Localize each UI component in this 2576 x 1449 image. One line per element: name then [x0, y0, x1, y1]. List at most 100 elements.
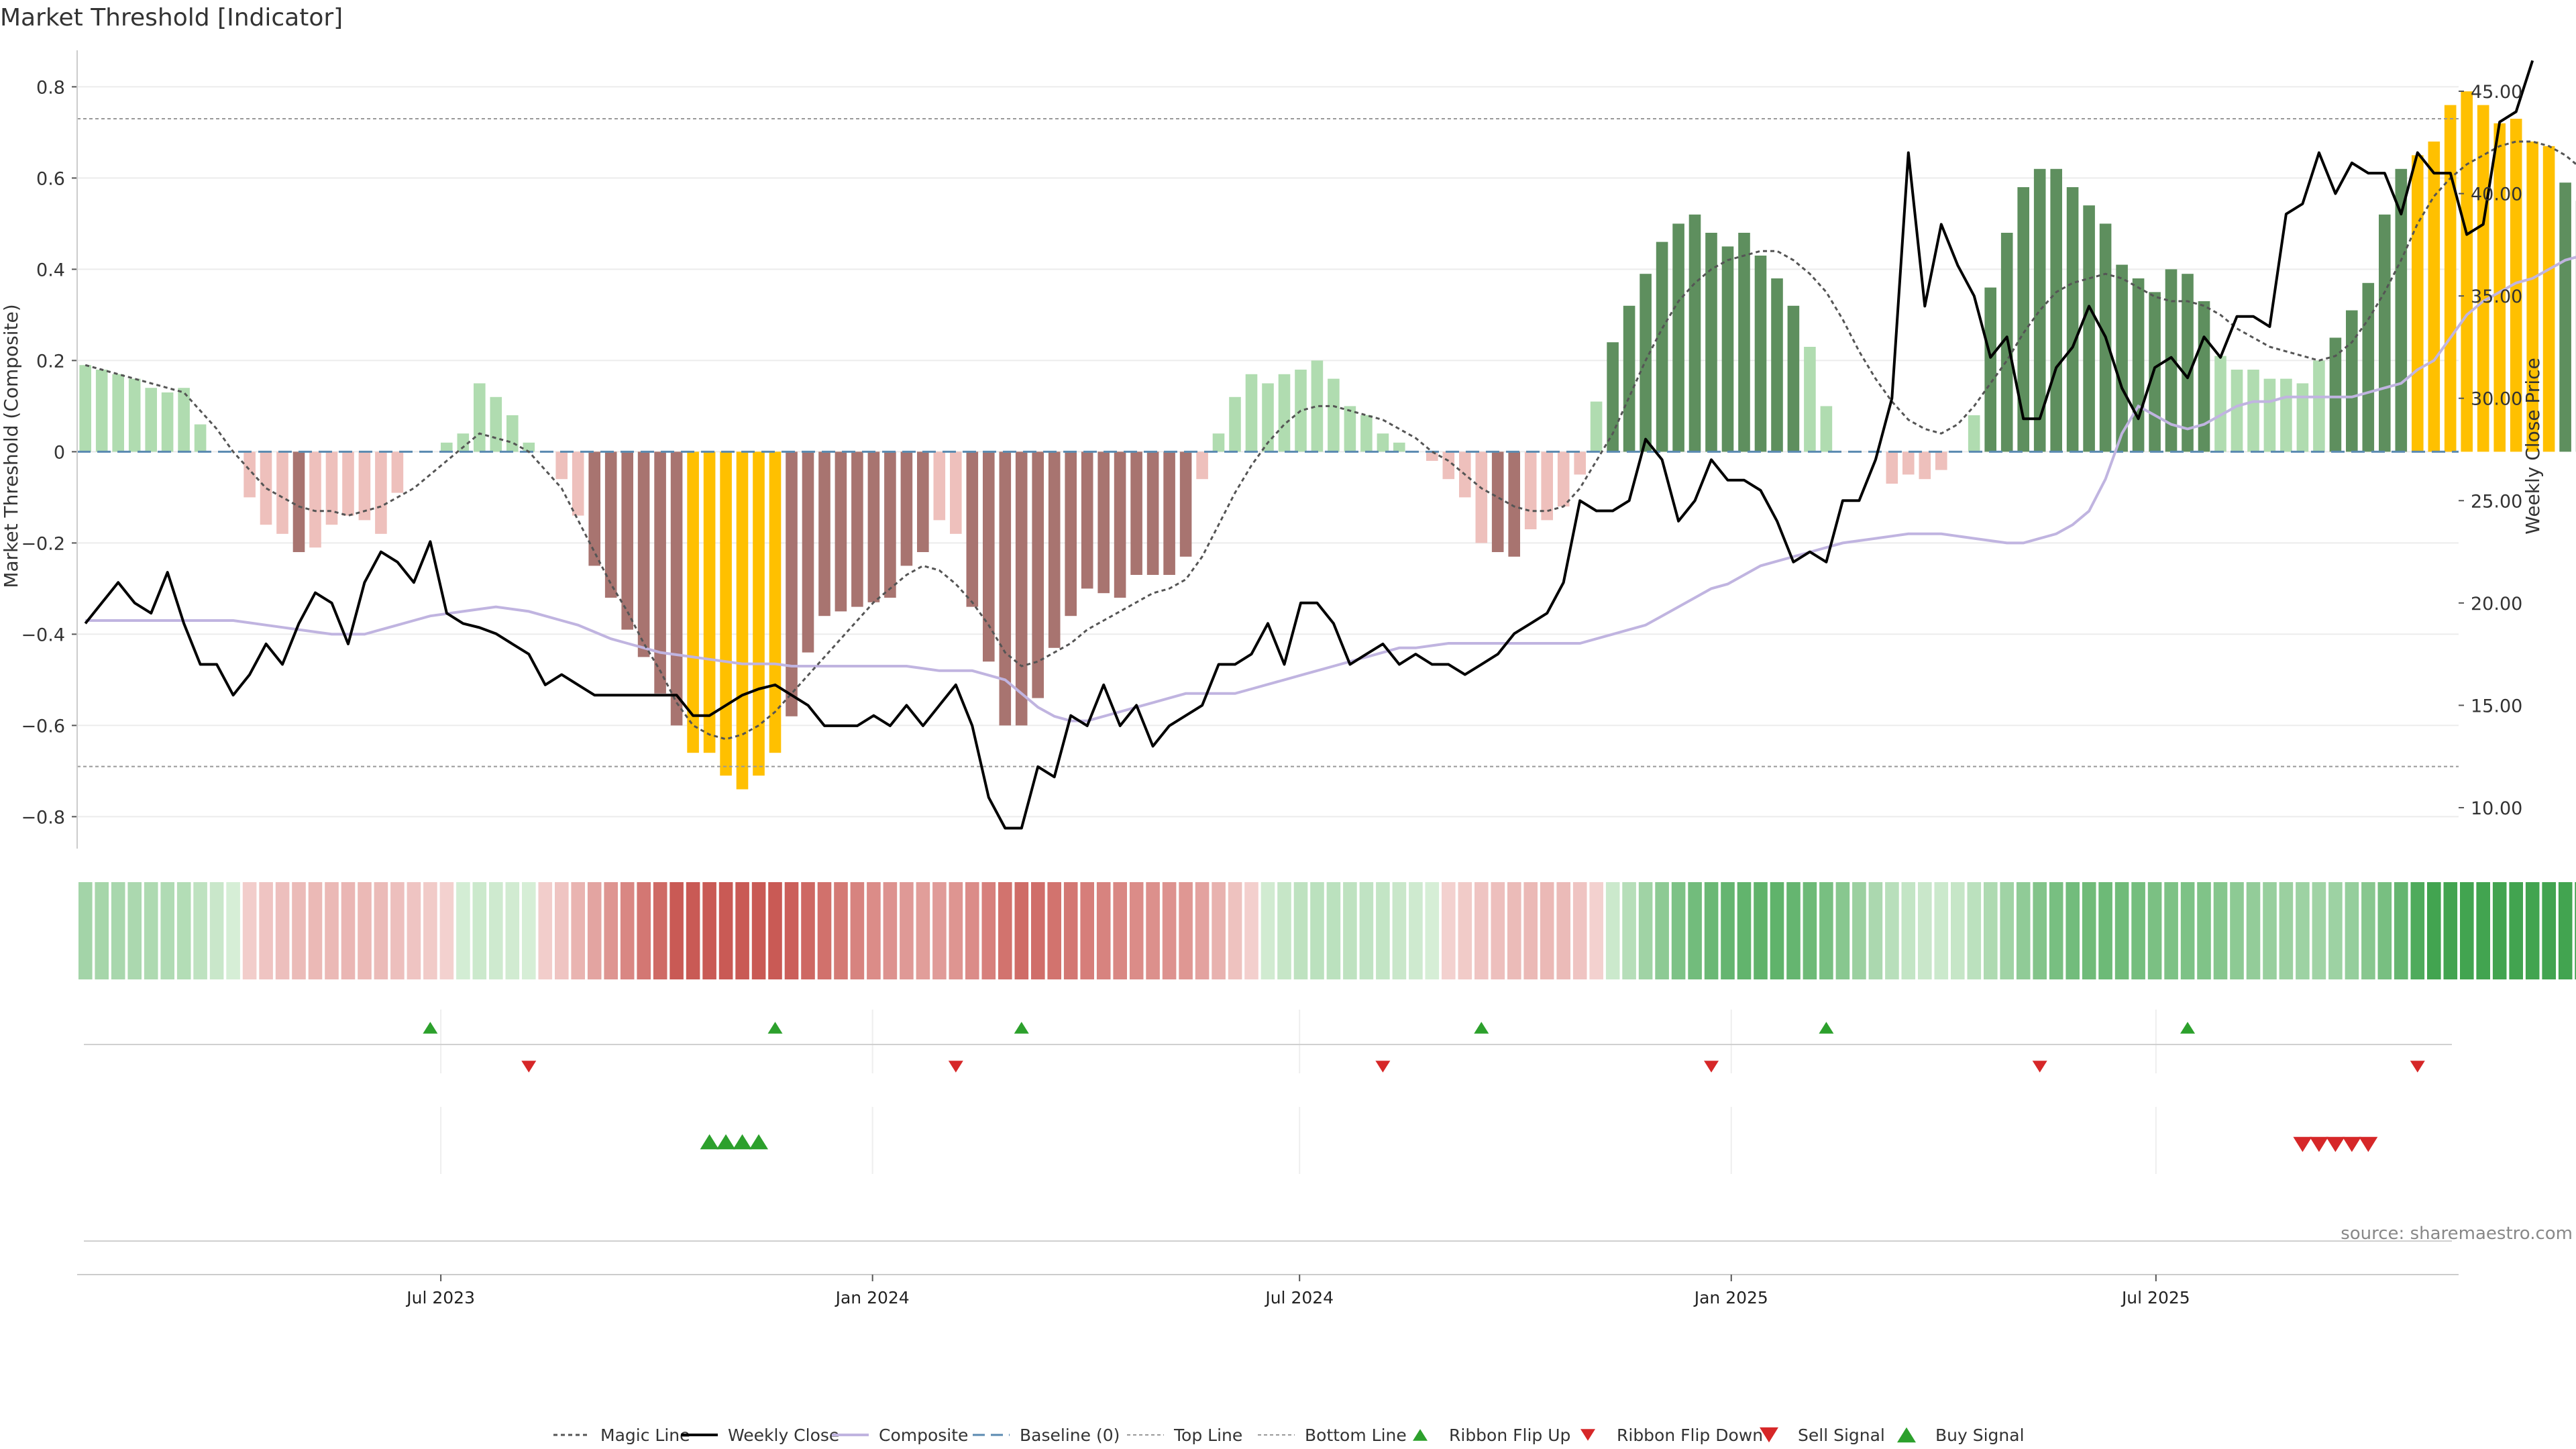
- composite-bar: [917, 451, 929, 552]
- ribbon-cell: [2114, 882, 2129, 979]
- composite-bar: [2280, 378, 2292, 452]
- legend-swatch: [1897, 1427, 1916, 1443]
- ribbon-cell: [1556, 882, 1570, 979]
- ribbon-cell: [2246, 882, 2261, 979]
- composite-bar: [1278, 374, 1291, 452]
- ribbon-cell: [1803, 882, 1817, 979]
- composite-bar: [194, 424, 207, 452]
- composite-bar: [1524, 451, 1537, 529]
- ribbon-cell: [1425, 882, 1440, 979]
- composite-bar: [145, 388, 157, 452]
- ribbon-cell: [784, 882, 799, 979]
- right-y-axis: 45.00 40.00 35.00 30.00 25.00 20.00 15.00 10.00: [2459, 82, 2522, 819]
- legend-label: Bottom Line: [1305, 1426, 1407, 1445]
- composite-bar: [1065, 451, 1077, 616]
- sell-signal-marker: [2359, 1136, 2378, 1152]
- legend-item: Baseline (0): [973, 1426, 1120, 1445]
- composite-bar: [966, 451, 979, 607]
- composite-bar: [2461, 91, 2473, 452]
- ribbon-cell: [965, 882, 979, 979]
- ribbon-cell: [1835, 882, 1850, 979]
- composite-bar: [1328, 378, 1340, 452]
- ribbon-cell: [1655, 882, 1669, 979]
- ribbon-cell: [735, 882, 749, 979]
- composite-bar: [1377, 433, 1389, 452]
- composite-bar: [703, 451, 716, 753]
- composite-bars: [79, 91, 2576, 790]
- ribbon-cell: [308, 882, 323, 979]
- sell-signal-marker: [2293, 1136, 2312, 1152]
- composite-bar: [1672, 223, 1684, 452]
- legend-item: Sell Signal: [1760, 1426, 1885, 1445]
- legend-label: Sell Signal: [1798, 1426, 1885, 1445]
- composite-bar: [1130, 451, 1142, 575]
- buy-signal-marker: [716, 1134, 736, 1150]
- composite-bar: [1820, 406, 1833, 452]
- composite-bar: [2379, 214, 2391, 452]
- ribbon-flip-down-marker: [1704, 1061, 1719, 1073]
- composite-bar: [1491, 451, 1504, 552]
- composite-bar: [1163, 451, 1175, 575]
- left-tick-label: −0.4: [21, 625, 65, 645]
- left-tick-label: 0.8: [36, 77, 65, 98]
- composite-bar: [474, 383, 486, 452]
- ribbon-cell: [505, 882, 520, 979]
- ribbon-cell: [538, 882, 553, 979]
- composite-bar: [1590, 401, 1603, 452]
- ribbon-flip-up-marker: [1819, 1022, 1834, 1034]
- ribbon-cell: [2460, 882, 2474, 979]
- right-tick-label: 10.00: [2471, 798, 2522, 819]
- ribbon-cell: [1523, 882, 1538, 979]
- ribbon-cell: [1572, 882, 1587, 979]
- composite-bar: [490, 396, 502, 452]
- ribbon-cell: [1474, 882, 1489, 979]
- legend-item: Composite: [832, 1426, 968, 1445]
- ribbon-flip-down-marker: [1375, 1061, 1391, 1073]
- composite-line: [85, 256, 2576, 722]
- composite-bar: [818, 451, 830, 616]
- composite-bar: [753, 451, 765, 776]
- legend-item: Bottom Line: [1258, 1426, 1407, 1445]
- composite-bar: [309, 451, 321, 548]
- ribbon-flip-up-marker: [1014, 1022, 1029, 1034]
- buy-signal-marker: [733, 1134, 752, 1150]
- left-tick-label: 0.6: [36, 168, 65, 189]
- buy-signal-marker: [700, 1134, 719, 1150]
- composite-bar: [621, 451, 633, 630]
- ribbon-cell: [1179, 882, 1193, 979]
- ribbon-cell: [801, 882, 815, 979]
- composite-bar: [375, 451, 387, 534]
- composite-bar: [1262, 383, 1274, 452]
- ribbon-cell: [341, 882, 356, 979]
- ribbon-cell: [1934, 882, 1949, 979]
- ribbon-cell: [834, 882, 848, 979]
- ribbon-cell: [1458, 882, 1472, 979]
- ribbon-cell: [127, 882, 142, 979]
- ribbon-cell: [176, 882, 191, 979]
- ribbon-cell: [1113, 882, 1127, 979]
- composite-bar: [2165, 269, 2178, 452]
- legend-item: Buy Signal: [1897, 1426, 2025, 1445]
- ribbon-cell: [1671, 882, 1686, 979]
- ribbon-cell: [768, 882, 782, 979]
- ribbon-cell: [1293, 882, 1308, 979]
- right-axis-label: Weekly Close Price: [2522, 358, 2544, 534]
- legend-label: Composite: [879, 1426, 968, 1445]
- composite-bar: [441, 442, 453, 452]
- ribbon-cell: [1326, 882, 1341, 979]
- magic-line: [85, 140, 2576, 741]
- ribbon-cell: [669, 882, 684, 979]
- composite-bar: [2329, 337, 2342, 452]
- composite-bar: [2083, 205, 2095, 452]
- ribbon-cell: [2213, 882, 2228, 979]
- right-tick-label: 30.00: [2471, 389, 2522, 410]
- composite-bar: [1015, 451, 1028, 726]
- ribbon-cell: [1507, 882, 1521, 979]
- buy-signal-marker: [749, 1134, 769, 1150]
- composite-bar: [588, 451, 600, 566]
- composite-bar: [2313, 360, 2325, 452]
- composite-bar: [2362, 282, 2375, 452]
- composite-bar: [983, 451, 995, 662]
- ribbon-cell: [144, 882, 158, 979]
